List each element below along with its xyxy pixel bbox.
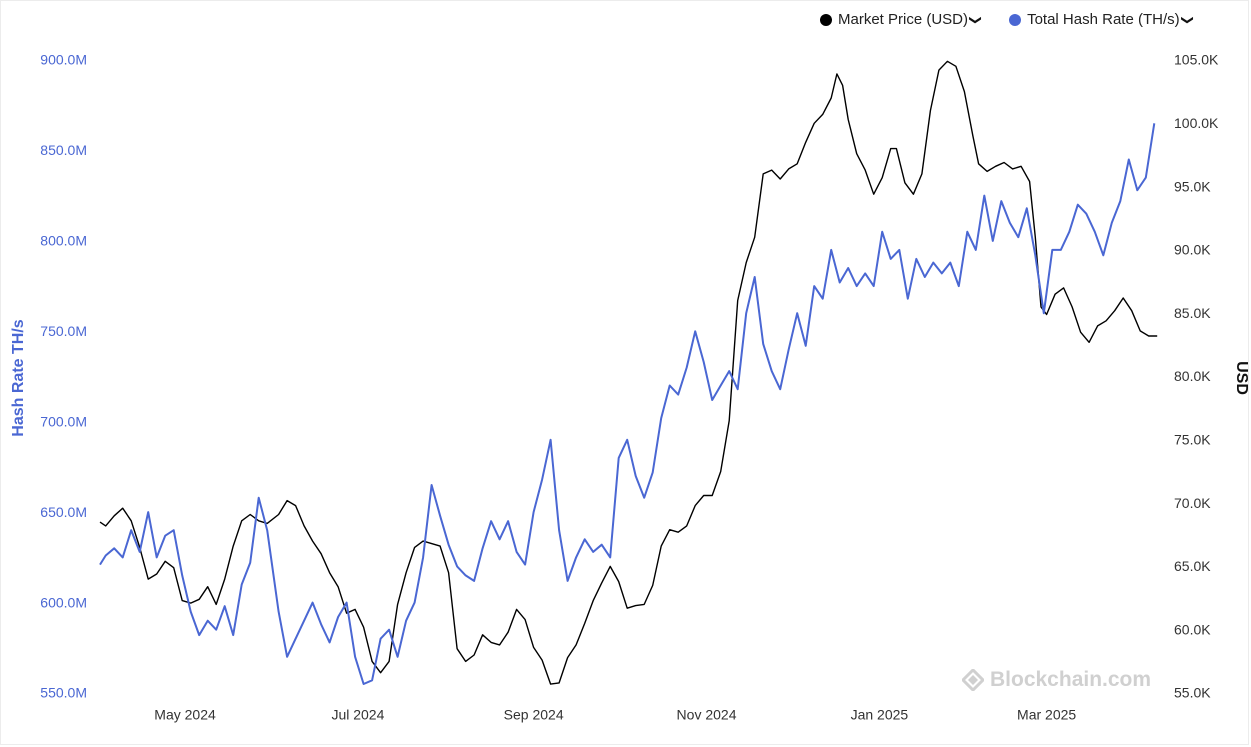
legend: Market Price (USD) ❯ Total Hash Rate (TH… [820, 11, 1195, 28]
chevron-down-icon[interactable]: ❯ [1180, 14, 1195, 25]
x-axis-tick-label: Jul 2024 [331, 707, 384, 723]
left-axis-tick-label: 750.0M [40, 323, 87, 339]
legend-price-label: Market Price (USD) [838, 11, 969, 28]
legend-item-hash-rate[interactable]: Total Hash Rate (TH/s) ❯ [1009, 11, 1195, 28]
x-axis-ticks: May 2024 Jul 2024 Sep 2024 Nov 2024 Jan 2025… [154, 707, 1076, 723]
hash-rate-legend-dot-icon [1009, 13, 1022, 26]
x-axis-tick-label: Nov 2024 [677, 707, 737, 723]
right-axis-tick-label: 80.0K [1174, 368, 1211, 384]
right-axis-tick-label: 60.0K [1174, 621, 1211, 637]
left-axis-tick-label: 900.0M [40, 52, 87, 68]
hash-rate-series-line[interactable] [99, 123, 1156, 685]
watermark: Blockchain.com [962, 668, 1151, 692]
blockchain-logo-icon [962, 669, 984, 691]
x-axis-tick-label: May 2024 [154, 707, 216, 723]
price-legend-dot-icon [820, 13, 832, 26]
right-axis-label: USD [1233, 361, 1250, 395]
left-axis-tick-label: 850.0M [40, 142, 87, 158]
left-axis-tick-label: 550.0M [40, 685, 87, 701]
right-axis-tick-label: 90.0K [1174, 242, 1211, 258]
left-axis-tick-label: 800.0M [40, 233, 87, 249]
right-axis-ticks: 55.0K 60.0K 65.0K 70.0K 75.0K 80.0K 85.0K 90.0K… [1174, 52, 1219, 701]
left-axis-ticks: 550.0M 600.0M 650.0M 700.0M 750.0M 800.0M 850.… [40, 52, 87, 701]
legend-hash-label: Total Hash Rate (TH/s) [1027, 11, 1180, 28]
left-axis-tick-label: 600.0M [40, 594, 87, 610]
right-axis-tick-label: 75.0K [1174, 432, 1211, 448]
left-axis-tick-label: 650.0M [40, 504, 87, 520]
right-axis-tick-label: 65.0K [1174, 558, 1211, 574]
x-axis-tick-label: Sep 2024 [504, 707, 564, 723]
left-axis-label: Hash Rate TH/s [10, 319, 27, 436]
right-axis-tick-label: 100.0K [1174, 115, 1219, 131]
legend-item-price[interactable]: Market Price (USD) ❯ [820, 11, 984, 28]
right-axis-tick-label: 95.0K [1174, 178, 1211, 194]
right-axis-tick-label: 105.0K [1174, 52, 1219, 68]
right-axis-tick-label: 85.0K [1174, 305, 1211, 321]
left-axis-tick-label: 700.0M [40, 413, 87, 429]
x-axis-tick-label: Mar 2025 [1017, 707, 1076, 723]
x-axis-tick-label: Jan 2025 [851, 707, 909, 723]
chevron-down-icon[interactable]: ❯ [969, 14, 984, 25]
price-series-line[interactable] [99, 60, 1158, 685]
right-axis-tick-label: 55.0K [1174, 685, 1211, 701]
watermark-text: Blockchain.com [990, 668, 1152, 691]
right-axis-tick-label: 70.0K [1174, 495, 1211, 511]
